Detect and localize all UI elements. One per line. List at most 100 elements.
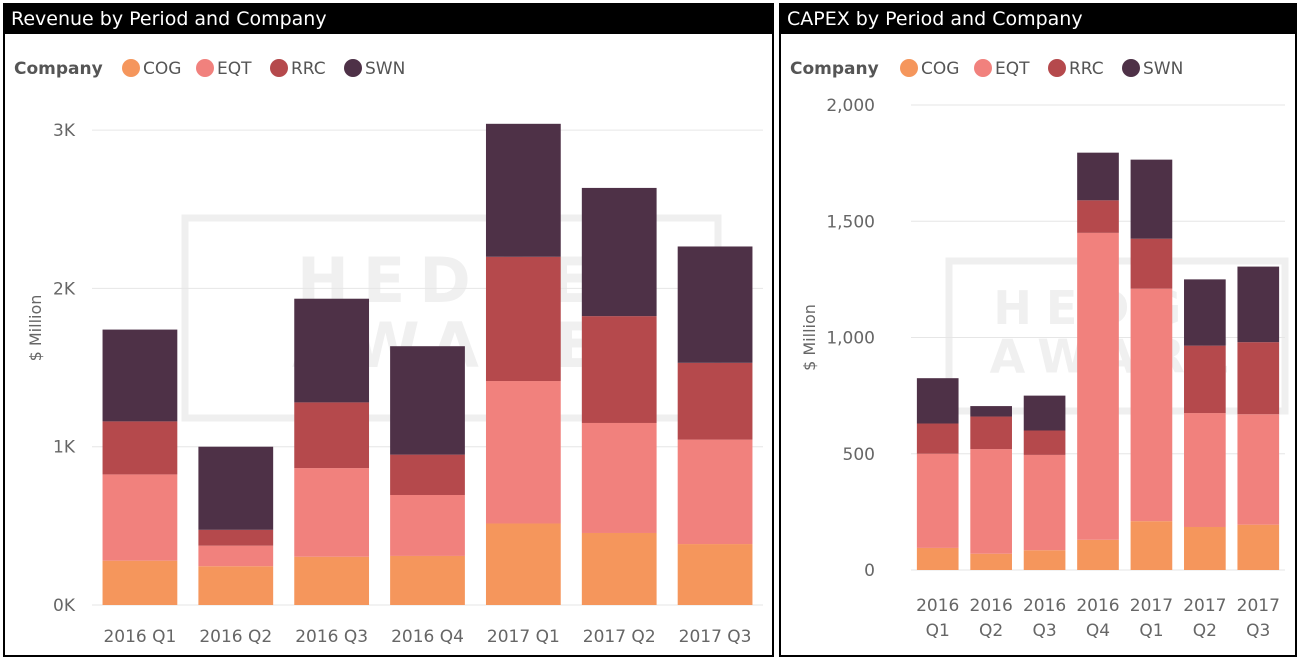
legend-swatch-cog [900, 59, 918, 77]
bar-eqt-2017-q2 [1184, 413, 1226, 527]
bar-swn-2017-q1 [1130, 159, 1173, 239]
x-tick-label-year: 2016 [916, 596, 959, 616]
bar-rrc-2016-q4 [1077, 200, 1119, 233]
bar-eqt-2017-q1 [485, 381, 561, 524]
bar-eqt-2016-q1 [916, 453, 959, 548]
bar-eqt-2016-q1 [102, 474, 178, 561]
bar-cog-2016-q2 [198, 566, 274, 605]
y-tick-label: 0 [864, 561, 875, 581]
y-tick-label: 2,000 [826, 96, 875, 116]
bar-swn-2017-q2 [1184, 279, 1226, 346]
bar-eqt-2017-q3 [677, 439, 753, 545]
bar-swn-2016-q3 [1023, 395, 1066, 431]
bar-rrc-2017-q2 [1184, 345, 1226, 414]
x-tick-label-quarter: Q2 [1193, 621, 1217, 641]
bar-cog-2016-q1 [916, 547, 959, 570]
x-tick-label: 2017 Q3 [679, 627, 752, 647]
bar-swn-2017-q3 [1237, 266, 1280, 343]
bar-rrc-2017-q1 [485, 256, 561, 382]
legend-swatch-swn [1122, 59, 1140, 77]
legend-label-eqt: EQT [995, 59, 1030, 79]
bar-rrc-2016-q2 [970, 416, 1012, 450]
legend-label-rrc: RRC [1069, 59, 1104, 79]
y-tick-label: 1,000 [826, 329, 875, 349]
y-tick-label: 2K [53, 279, 76, 299]
bar-swn-2017-q2 [581, 187, 657, 317]
x-tick-label-year: 2016 [1023, 596, 1066, 616]
y-tick-label: 0K [53, 596, 76, 616]
bar-eqt-2017-q1 [1130, 288, 1173, 522]
bar-swn-2016-q4 [390, 346, 465, 455]
x-tick-label-quarter: Q1 [926, 621, 950, 641]
legend-label-cog: COG [143, 59, 181, 79]
bar-cog-2016-q1 [102, 560, 178, 605]
bar-eqt-2017-q3 [1237, 414, 1280, 525]
x-tick-label-year: 2017 [1130, 596, 1173, 616]
bar-rrc-2016-q2 [198, 529, 274, 546]
legend-label-cog: COG [921, 59, 959, 79]
bar-eqt-2016-q2 [198, 545, 274, 567]
legend-swatch-swn [344, 59, 362, 77]
bar-eqt-2016-q3 [1023, 454, 1066, 551]
x-tick-label-quarter: Q2 [979, 621, 1003, 641]
revenue-chart-panel: Revenue by Period and Company HEDGE AWARE… [3, 3, 774, 657]
bar-cog-2016-q2 [970, 553, 1012, 570]
x-tick-label: 2016 Q1 [103, 627, 176, 647]
legend-swatch-rrc [270, 59, 288, 77]
bar-rrc-2016-q3 [1023, 430, 1066, 455]
bar-swn-2016-q4 [1077, 152, 1119, 201]
bar-rrc-2016-q1 [102, 421, 178, 475]
legend-swatch-cog [122, 59, 140, 77]
bar-eqt-2016-q2 [970, 449, 1012, 554]
legend: Company COG EQT RRC SWN [14, 59, 405, 79]
x-tick-label: 2016 Q4 [391, 627, 464, 647]
legend-swatch-eqt [974, 59, 992, 77]
bar-swn-2016-q1 [102, 329, 178, 422]
x-tick-label: 2017 Q2 [583, 627, 656, 647]
bar-cog-2017-q2 [581, 532, 657, 605]
bar-cog-2016-q4 [390, 555, 465, 605]
x-tick-label-quarter: Q1 [1139, 621, 1163, 641]
bar-swn-2016-q2 [198, 446, 274, 530]
bar-cog-2016-q3 [294, 556, 370, 605]
x-tick-label-quarter: Q4 [1086, 621, 1110, 641]
y-tick-label: 3K [53, 121, 76, 141]
x-tick-label-year: 2017 [1237, 596, 1280, 616]
capex-chart-title: CAPEX by Period and Company [781, 5, 1295, 34]
x-tick-label: 2016 Q3 [295, 627, 368, 647]
bar-cog-2017-q1 [485, 523, 561, 605]
bar-swn-2017-q3 [677, 246, 753, 363]
bar-cog-2016-q3 [1023, 550, 1066, 570]
legend-label-rrc: RRC [291, 59, 326, 79]
bar-eqt-2016-q3 [294, 468, 370, 557]
y-tick-label: 1K [53, 438, 76, 458]
legend-label-eqt: EQT [217, 59, 252, 79]
legend-title: Company [790, 59, 879, 79]
x-tick-label-quarter: Q3 [1032, 621, 1056, 641]
bar-swn-2016-q2 [970, 406, 1012, 417]
legend-swatch-rrc [1048, 59, 1066, 77]
bar-rrc-2017-q1 [1130, 238, 1173, 289]
y-axis-title: $ Million [800, 304, 819, 371]
bar-cog-2016-q4 [1077, 539, 1119, 570]
revenue-chart-title: Revenue by Period and Company [5, 5, 772, 34]
capex-chart-panel: CAPEX by Period and Company HEDGEAWARECo… [779, 3, 1297, 657]
y-tick-label: 1,500 [826, 212, 875, 232]
bar-rrc-2017-q3 [677, 362, 753, 440]
bar-cog-2017-q1 [1130, 521, 1173, 570]
legend-title: Company [14, 59, 103, 79]
legend-label-swn: SWN [365, 59, 405, 79]
legend-swatch-eqt [196, 59, 214, 77]
legend: Company COG EQT RRC SWN [790, 59, 1183, 79]
x-tick-label-year: 2016 [970, 596, 1013, 616]
bar-rrc-2016-q3 [294, 402, 370, 469]
bar-cog-2017-q3 [1237, 524, 1280, 570]
bar-eqt-2017-q2 [581, 422, 657, 533]
bar-eqt-2016-q4 [1077, 232, 1119, 540]
legend-label-swn: SWN [1143, 59, 1183, 79]
x-tick-label-year: 2017 [1183, 596, 1226, 616]
bar-rrc-2016-q4 [390, 454, 465, 495]
bar-cog-2017-q3 [677, 544, 753, 605]
bar-swn-2017-q1 [485, 123, 561, 257]
bar-rrc-2017-q3 [1237, 342, 1280, 415]
